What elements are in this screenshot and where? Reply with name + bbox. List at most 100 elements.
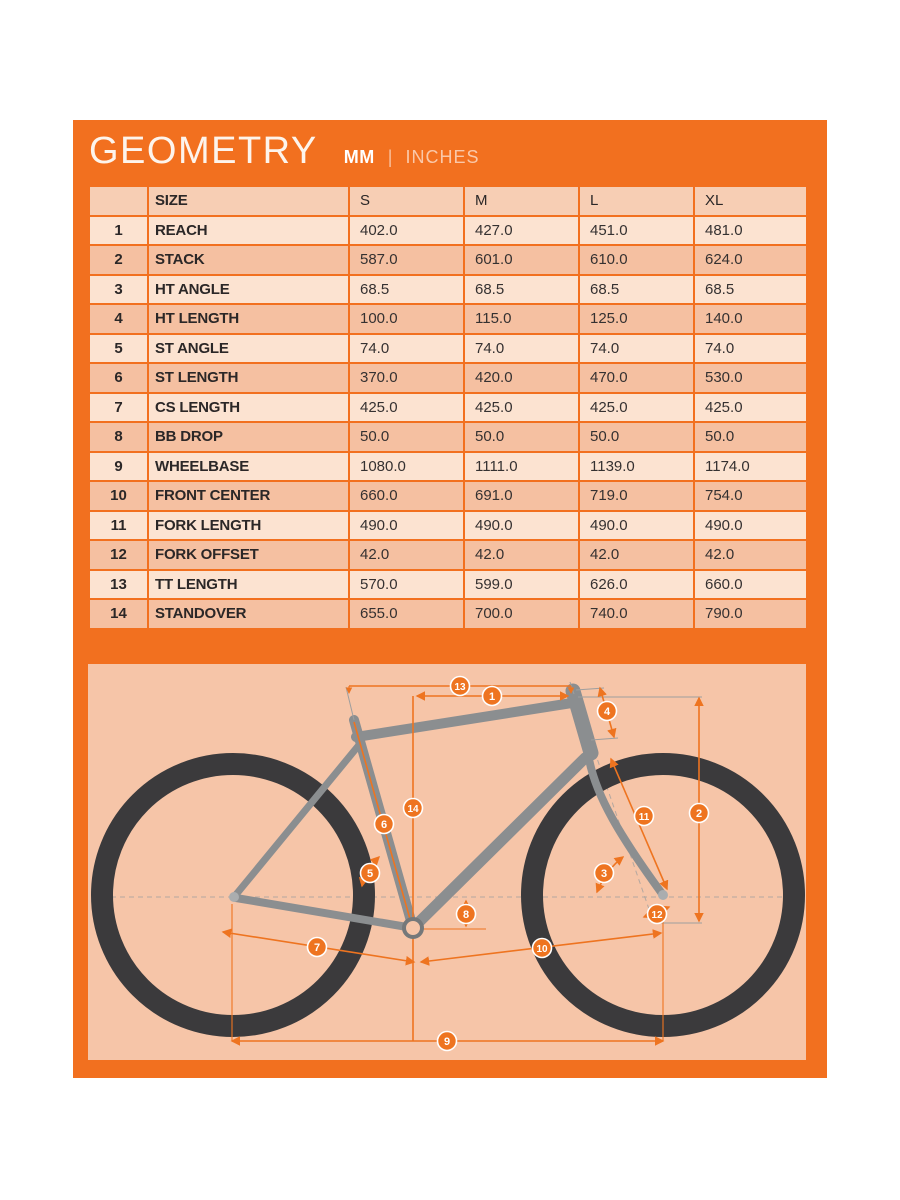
table-row: 5 ST ANGLE 74.0 74.0 74.0 74.0	[88, 332, 808, 364]
row-value-l: 74.0	[578, 332, 695, 364]
row-value-xl: 530.0	[693, 362, 808, 394]
unit-divider: |	[387, 147, 393, 167]
row-value-l: 490.0	[578, 509, 695, 541]
row-number: 1	[88, 214, 149, 246]
row-value-xl: 660.0	[693, 568, 808, 600]
unit-toggle-mm[interactable]: MM	[343, 147, 375, 167]
geometry-panel: GEOMETRY MM | INCHES SIZE S M	[73, 120, 827, 1078]
row-value-m: 50.0	[463, 421, 580, 453]
unit-toggle-inches[interactable]: INCHES	[405, 147, 480, 167]
row-number: 8	[88, 421, 149, 453]
row-label: FRONT CENTER	[147, 480, 350, 512]
table-row: 4 HT LENGTH 100.0 115.0 125.0 140.0	[88, 303, 808, 335]
svg-text:3: 3	[601, 868, 607, 880]
callout-7: 7	[306, 936, 328, 958]
row-value-xl: 140.0	[693, 303, 808, 335]
row-value-l: 68.5	[578, 273, 695, 305]
callout-10: 10	[531, 937, 553, 959]
row-value-l: 42.0	[578, 539, 695, 571]
row-label: TT LENGTH	[147, 568, 350, 600]
row-number: 3	[88, 273, 149, 305]
row-value-s: 402.0	[348, 214, 465, 246]
row-value-l: 1139.0	[578, 450, 695, 482]
geometry-table-wrap: SIZE S M L XL 1 REACH 402.0 427.0 451.0 …	[88, 185, 808, 630]
table-row: 3 HT ANGLE 68.5 68.5 68.5 68.5	[88, 273, 808, 305]
row-value-s: 74.0	[348, 332, 465, 364]
row-number: 2	[88, 244, 149, 276]
row-label: FORK OFFSET	[147, 539, 350, 571]
svg-text:9: 9	[444, 1036, 450, 1048]
row-value-l: 626.0	[578, 568, 695, 600]
geometry-table: SIZE S M L XL 1 REACH 402.0 427.0 451.0 …	[88, 185, 808, 630]
row-value-l: 125.0	[578, 303, 695, 335]
row-value-s: 1080.0	[348, 450, 465, 482]
table-row: 13 TT LENGTH 570.0 599.0 626.0 660.0	[88, 568, 808, 600]
row-value-xl: 425.0	[693, 391, 808, 423]
row-label: FORK LENGTH	[147, 509, 350, 541]
row-value-l: 451.0	[578, 214, 695, 246]
rear-dropout	[229, 892, 239, 902]
row-value-s: 490.0	[348, 509, 465, 541]
row-value-l: 50.0	[578, 421, 695, 453]
row-value-xl: 481.0	[693, 214, 808, 246]
callout-5: 5	[359, 862, 381, 884]
row-value-m: 691.0	[463, 480, 580, 512]
row-value-m: 700.0	[463, 598, 580, 630]
row-value-m: 490.0	[463, 509, 580, 541]
table-row: 6 ST LENGTH 370.0 420.0 470.0 530.0	[88, 362, 808, 394]
chain-stay	[232, 894, 417, 932]
row-value-m: 74.0	[463, 332, 580, 364]
row-value-s: 370.0	[348, 362, 465, 394]
column-header-number	[88, 185, 149, 217]
diagram-callouts: 13 1 4 2 11 14 6 5 3 8 12 7 10 9	[306, 675, 710, 1052]
row-value-m: 115.0	[463, 303, 580, 335]
row-number: 12	[88, 539, 149, 571]
measurement-lines	[221, 685, 704, 1046]
row-number: 7	[88, 391, 149, 423]
row-label: HT ANGLE	[147, 273, 350, 305]
bottom-bracket	[402, 917, 424, 939]
row-value-m: 599.0	[463, 568, 580, 600]
table-header-row: SIZE S M L XL	[88, 185, 808, 217]
row-label: STANDOVER	[147, 598, 350, 630]
row-label: REACH	[147, 214, 350, 246]
front-dropout	[658, 890, 668, 900]
table-row: 8 BB DROP 50.0 50.0 50.0 50.0	[88, 421, 808, 453]
callout-2: 2	[688, 802, 710, 824]
row-label: ST ANGLE	[147, 332, 350, 364]
svg-text:7: 7	[314, 942, 320, 954]
column-header-l: L	[578, 185, 695, 217]
table-row: 7 CS LENGTH 425.0 425.0 425.0 425.0	[88, 391, 808, 423]
row-value-s: 425.0	[348, 391, 465, 423]
row-value-s: 660.0	[348, 480, 465, 512]
row-value-m: 42.0	[463, 539, 580, 571]
row-value-l: 740.0	[578, 598, 695, 630]
row-value-xl: 624.0	[693, 244, 808, 276]
column-header-m: M	[463, 185, 580, 217]
svg-text:11: 11	[639, 812, 650, 823]
row-value-l: 470.0	[578, 362, 695, 394]
row-value-xl: 50.0	[693, 421, 808, 453]
bike-frame	[229, 683, 668, 933]
headtube-bracket-bottom	[590, 737, 619, 741]
row-value-m: 425.0	[463, 391, 580, 423]
column-header-size: SIZE	[147, 185, 350, 217]
row-value-s: 655.0	[348, 598, 465, 630]
svg-text:8: 8	[463, 909, 469, 921]
callout-6: 6	[373, 813, 395, 835]
svg-text:2: 2	[696, 808, 702, 820]
row-label: WHEELBASE	[147, 450, 350, 482]
svg-text:5: 5	[367, 868, 373, 880]
row-value-m: 427.0	[463, 214, 580, 246]
row-value-s: 570.0	[348, 568, 465, 600]
column-header-xl: XL	[693, 185, 808, 217]
table-row: 11 FORK LENGTH 490.0 490.0 490.0 490.0	[88, 509, 808, 541]
seat-axis-extension	[345, 686, 355, 721]
row-number: 11	[88, 509, 149, 541]
row-value-xl: 42.0	[693, 539, 808, 571]
row-value-m: 1111.0	[463, 450, 580, 482]
down-tube	[408, 752, 591, 933]
row-label: STACK	[147, 244, 350, 276]
row-value-l: 719.0	[578, 480, 695, 512]
